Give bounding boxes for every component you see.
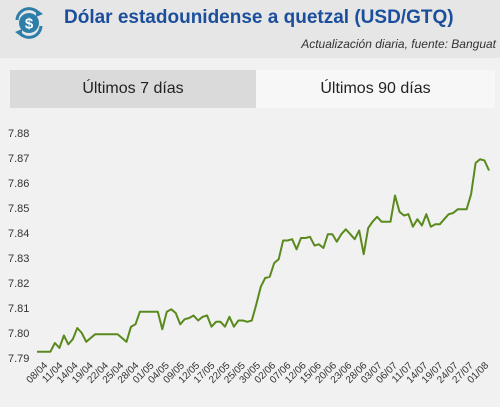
y-tick-label: 7.87 bbox=[8, 153, 29, 165]
exchange-rate-line-chart: 7.79 7.80 7.81 7.82 7.83 7.84 7.85 7.86 7.87 7.88… bbox=[8, 128, 492, 386]
tab-last-7-days[interactable]: Últimos 7 días bbox=[10, 70, 256, 108]
header-bar: $ Dólar estadounidense a quetzal (USD/GT… bbox=[0, 0, 500, 58]
tab-last-90-days[interactable]: Últimos 90 días bbox=[256, 70, 495, 108]
y-tick-label: 7.84 bbox=[8, 228, 29, 240]
y-tick-label: 7.86 bbox=[8, 178, 29, 190]
y-axis: 7.79 7.80 7.81 7.82 7.83 7.84 7.85 7.86 7.87 7.88 bbox=[8, 128, 29, 365]
y-tick-label: 7.80 bbox=[8, 328, 29, 340]
y-tick-label: 7.81 bbox=[8, 303, 29, 315]
y-tick-label: 7.82 bbox=[8, 278, 29, 290]
page-subtitle: Actualización diaria, fuente: Banguat bbox=[301, 37, 496, 51]
y-tick-label: 7.85 bbox=[8, 203, 29, 215]
chart-area: 7.79 7.80 7.81 7.82 7.83 7.84 7.85 7.86 7.87 7.88… bbox=[0, 120, 500, 402]
y-tick-label: 7.79 bbox=[8, 353, 29, 365]
series-line-usd-gtq bbox=[37, 158, 490, 353]
y-tick-label: 7.83 bbox=[8, 253, 29, 265]
x-axis: 08/0411/0414/0419/0422/0425/0428/0401/05… bbox=[25, 360, 492, 386]
page-title: Dólar estadounidense a quetzal (USD/GTQ) bbox=[64, 7, 454, 28]
y-tick-label: 7.88 bbox=[8, 128, 29, 140]
range-tabs: Últimos 7 días Últimos 90 días bbox=[10, 70, 495, 108]
dollar-coin-icon: $ bbox=[15, 7, 43, 39]
svg-text:$: $ bbox=[25, 16, 34, 33]
